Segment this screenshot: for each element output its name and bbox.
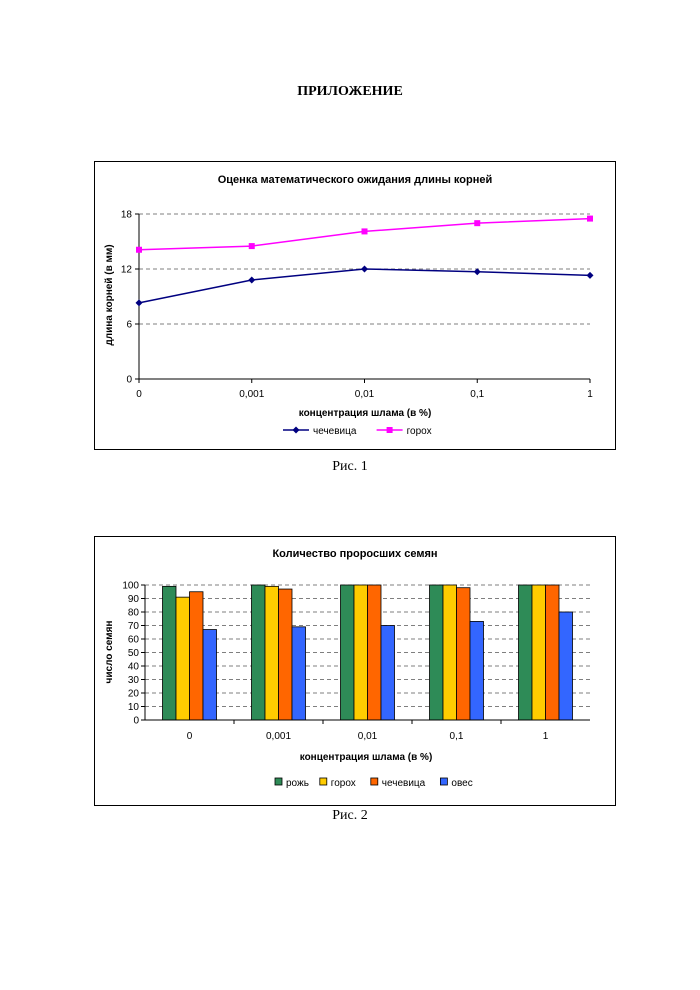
figure-caption-2: Рис. 2	[332, 808, 368, 823]
bar-чечевица	[456, 587, 471, 721]
chart-title: Оценка математического ожидания длины ко…	[218, 174, 493, 186]
bar-горох	[442, 584, 457, 721]
legend-swatch	[370, 777, 379, 786]
legend-label: чечевица	[382, 778, 426, 789]
series-lines	[135, 215, 594, 307]
y-tick-label: 70	[128, 621, 140, 632]
legend-label: горох	[407, 426, 432, 437]
bar-чечевица	[189, 591, 204, 721]
bar-чечевица	[278, 588, 293, 721]
x-tick-label: 0,01	[358, 731, 378, 742]
y-tick-label: 80	[128, 608, 140, 619]
bar-горох	[531, 584, 546, 721]
y-tick-label: 40	[128, 662, 140, 673]
axes	[141, 584, 590, 724]
root-length-chart-svg: Оценка математического ожидания длины ко…	[104, 174, 594, 437]
data-point	[473, 268, 481, 276]
legend-label: горох	[331, 778, 356, 789]
legend-label: рожь	[286, 778, 309, 789]
x-axis-label: концентрация шлама (в %)	[300, 752, 433, 763]
y-axis-label: длина корней (в мм)	[104, 244, 115, 345]
data-point	[136, 246, 142, 253]
bar-чечевица	[545, 584, 560, 721]
y-tick-label: 0	[126, 375, 132, 386]
y-tick-label: 50	[128, 648, 140, 659]
y-tick-label: 30	[128, 675, 140, 686]
data-point	[587, 215, 593, 222]
y-tick-label: 60	[128, 635, 140, 646]
sprouted-seeds-chart: Количество проросших семян число семян к…	[94, 536, 616, 806]
legend-marker	[292, 426, 300, 434]
page-heading: ПРИЛОЖЕНИЕ	[297, 84, 403, 99]
x-tick-label: 0,1	[470, 389, 484, 400]
bar-овес	[202, 629, 217, 721]
bar-овес	[291, 626, 306, 721]
bar-рожь	[251, 584, 266, 721]
y-axis-label: число семян	[104, 621, 115, 684]
x-tick-label: 1	[543, 731, 549, 742]
y-tick-label: 0	[133, 716, 139, 727]
x-tick-label: 1	[587, 389, 593, 400]
y-tick-label: 100	[122, 581, 139, 592]
x-tick-label: 0,1	[450, 731, 464, 742]
data-point	[135, 299, 143, 307]
bar-овес	[558, 611, 573, 721]
chart-title: Количество проросших семян	[272, 548, 437, 560]
y-tick-label: 20	[128, 689, 140, 700]
legend-marker	[386, 427, 393, 433]
data-point	[248, 276, 256, 284]
x-axis-label: концентрация шлама (в %)	[299, 408, 432, 419]
figure-caption-1: Рис. 1	[332, 459, 368, 474]
tick-labels: 0 10 20 30 40 50 60 70 80 90 100 0 0,001 0,01 0,1 1	[122, 581, 548, 743]
bar-горох	[353, 584, 368, 721]
legend: чечевица горох	[283, 426, 432, 437]
series-line-чечевица	[138, 268, 591, 304]
bars	[162, 584, 573, 721]
bar-горох	[175, 596, 190, 721]
legend: рожь горох чечевица овес	[274, 777, 473, 789]
sprouted-seeds-chart-svg: Количество проросших семян число семян к…	[104, 548, 590, 789]
legend-swatch	[439, 777, 448, 786]
legend-label: чечевица	[313, 426, 357, 437]
x-tick-label: 0,001	[239, 389, 264, 400]
y-tick-label: 90	[128, 594, 140, 605]
tick-labels: 0 6 12 18 0 0,001 0,01 0,1 1	[121, 210, 593, 401]
legend-swatch	[274, 777, 283, 786]
data-point	[361, 228, 368, 235]
y-tick-label: 18	[121, 210, 133, 221]
x-tick-label: 0	[136, 389, 142, 400]
y-tick-label: 12	[121, 265, 133, 276]
data-point	[248, 243, 255, 250]
x-tick-label: 0	[187, 731, 193, 742]
bar-рожь	[340, 584, 355, 721]
bar-горох	[264, 585, 279, 721]
bar-овес	[469, 621, 484, 721]
data-point	[474, 220, 481, 227]
legend-swatch	[319, 777, 328, 786]
data-point	[586, 271, 594, 279]
y-tick-label: 6	[126, 320, 132, 331]
bar-рожь	[162, 585, 177, 721]
bar-рожь	[429, 584, 444, 721]
axes	[135, 213, 591, 383]
legend-label: овес	[451, 778, 472, 789]
bar-овес	[380, 625, 395, 721]
x-tick-label: 0,01	[355, 389, 375, 400]
bar-рожь	[518, 584, 533, 721]
data-point	[361, 265, 368, 273]
bar-чечевица	[367, 584, 382, 721]
x-tick-label: 0,001	[266, 731, 291, 742]
y-tick-label: 10	[128, 702, 140, 713]
root-length-chart: Оценка математического ожидания длины ко…	[94, 161, 616, 450]
